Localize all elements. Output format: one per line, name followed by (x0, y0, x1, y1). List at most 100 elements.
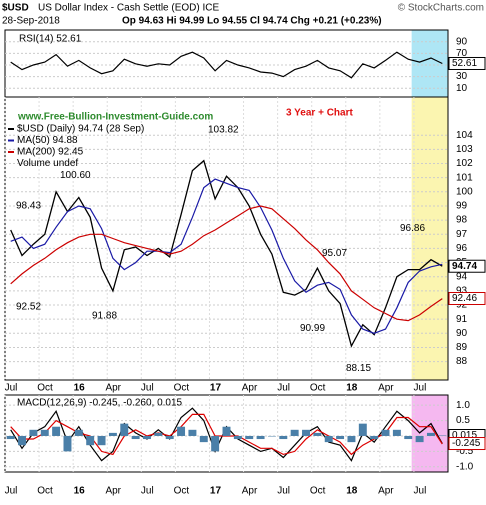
x-tick-label: Jul (141, 486, 154, 497)
price-annotation: 100.60 (60, 170, 91, 181)
y-tick-label: 100 (456, 186, 473, 197)
x-tick-label: Apr (242, 486, 258, 497)
histogram-bar (211, 435, 220, 452)
y-tick-label: 99 (456, 201, 468, 212)
histogram-bar (336, 435, 345, 440)
histogram-bar (222, 426, 231, 436)
x-tick-label: Jul (277, 383, 290, 394)
x-tick-label: Oct (174, 383, 190, 394)
legend-label: MA(50) 94.88 (17, 135, 78, 146)
y-tick-label: 98 (456, 215, 468, 226)
y-tick-label: 70 (456, 48, 468, 59)
x-tick-label: Jul (141, 383, 154, 394)
series-line (10, 178, 443, 334)
x-tick-label: 17 (210, 383, 222, 394)
histogram-bar (18, 435, 27, 446)
x-tick-label: Apr (105, 486, 121, 497)
last-value-label: 0.015 (452, 430, 477, 441)
series-line (10, 205, 443, 322)
histogram-bar (290, 429, 299, 436)
last-value-label: 52.61 (452, 58, 477, 69)
histogram-bar (267, 435, 276, 437)
x-tick-label: Oct (310, 486, 326, 497)
x-tick-label: Apr (378, 383, 394, 394)
x-tick-label: Oct (37, 486, 53, 497)
y-tick-label: 93 (456, 285, 468, 296)
histogram-bar (233, 435, 242, 440)
histogram-bar (97, 435, 106, 446)
price-annotation: 96.86 (400, 223, 425, 234)
histogram-bar (177, 426, 186, 436)
y-tick-label: 90 (456, 36, 468, 47)
y-tick-label: 30 (456, 71, 468, 82)
y-tick-label: 91 (456, 314, 468, 325)
histogram-bar (143, 435, 151, 440)
histogram-bar (86, 435, 95, 446)
y-tick-label: 96 (456, 243, 468, 254)
panel-label: RSI(14) 52.61 (19, 34, 82, 45)
legend-label: MA(200) 92.45 (17, 147, 84, 158)
histogram-bar (199, 435, 208, 443)
quote: Op 94.63 Hi 94.99 Lo 94.55 Cl 94.74 Chg … (122, 16, 382, 27)
index-name: US Dollar Index - Cash Settle (EOD) ICE (38, 3, 219, 14)
histogram-bar (279, 435, 288, 440)
y-tick-label: 89 (456, 342, 468, 353)
histogram-bar (381, 429, 390, 436)
panel-label: MACD(12,26,9) -0.245, -0.260, 0.015 (17, 398, 183, 409)
y-tick-label: 103 (456, 144, 473, 155)
x-tick-label: Oct (310, 383, 326, 394)
y-tick-label: -1.0 (456, 461, 474, 472)
histogram-bar (131, 435, 140, 440)
date: 28-Sep-2018 (2, 16, 60, 27)
last-value-box (448, 259, 486, 273)
legend-label: $USD (Daily) 94.74 (28 Sep) (17, 124, 144, 135)
symbol: $USD (2, 3, 29, 14)
x-tick-label: 17 (210, 486, 222, 497)
last-value-box (448, 291, 486, 305)
histogram-bar (324, 435, 333, 443)
histogram-bar (188, 429, 197, 436)
y-tick-label: -0.5 (456, 446, 474, 457)
price-annotation: 98.43 (16, 201, 41, 212)
y-tick-label: 0.5 (456, 415, 470, 426)
histogram-bar (29, 429, 38, 436)
y-tick-label: 97 (456, 229, 468, 240)
price-annotation: 95.07 (322, 248, 347, 259)
y-tick-label: 88 (456, 356, 468, 367)
x-tick-label: 16 (74, 383, 86, 394)
histogram-bar (438, 435, 447, 437)
x-tick-label: 18 (346, 486, 358, 497)
highlight-band (411, 97, 448, 380)
histogram-bar (415, 435, 424, 443)
histogram-bar (52, 426, 61, 436)
last-value-label: -0.245 (452, 438, 481, 449)
y-tick-label: 102 (456, 158, 473, 169)
x-tick-label: Jul (5, 486, 18, 497)
histogram-bar (392, 429, 401, 436)
legend-label: Volume undef (17, 158, 78, 169)
x-tick-label: Apr (105, 383, 121, 394)
histogram-bar (245, 435, 254, 440)
histogram-bar (313, 432, 322, 436)
highlight-band (411, 30, 448, 97)
y-tick-label: 90 (456, 328, 468, 339)
histogram-bar (347, 435, 356, 443)
y-tick-label: 1.0 (456, 400, 470, 411)
y-tick-label: 10 (456, 83, 468, 94)
histogram-bar (370, 435, 379, 440)
price-annotation: 92.52 (16, 301, 41, 312)
histogram-bar (40, 429, 49, 436)
last-value-label: 92.46 (452, 293, 477, 304)
x-tick-label: 16 (74, 486, 86, 497)
price-annotation: 88.15 (346, 363, 371, 374)
y-tick-label: 92 (456, 300, 468, 311)
chart-subtitle: 3 Year + Chart (286, 108, 353, 119)
histogram-bar (404, 435, 413, 440)
histogram-bar (358, 423, 367, 436)
website: www.Free-Bullion-Investment-Guide.com (17, 112, 213, 123)
y-tick-label: 101 (456, 172, 473, 183)
histogram-bar (256, 435, 265, 440)
histogram-bar (154, 432, 163, 436)
